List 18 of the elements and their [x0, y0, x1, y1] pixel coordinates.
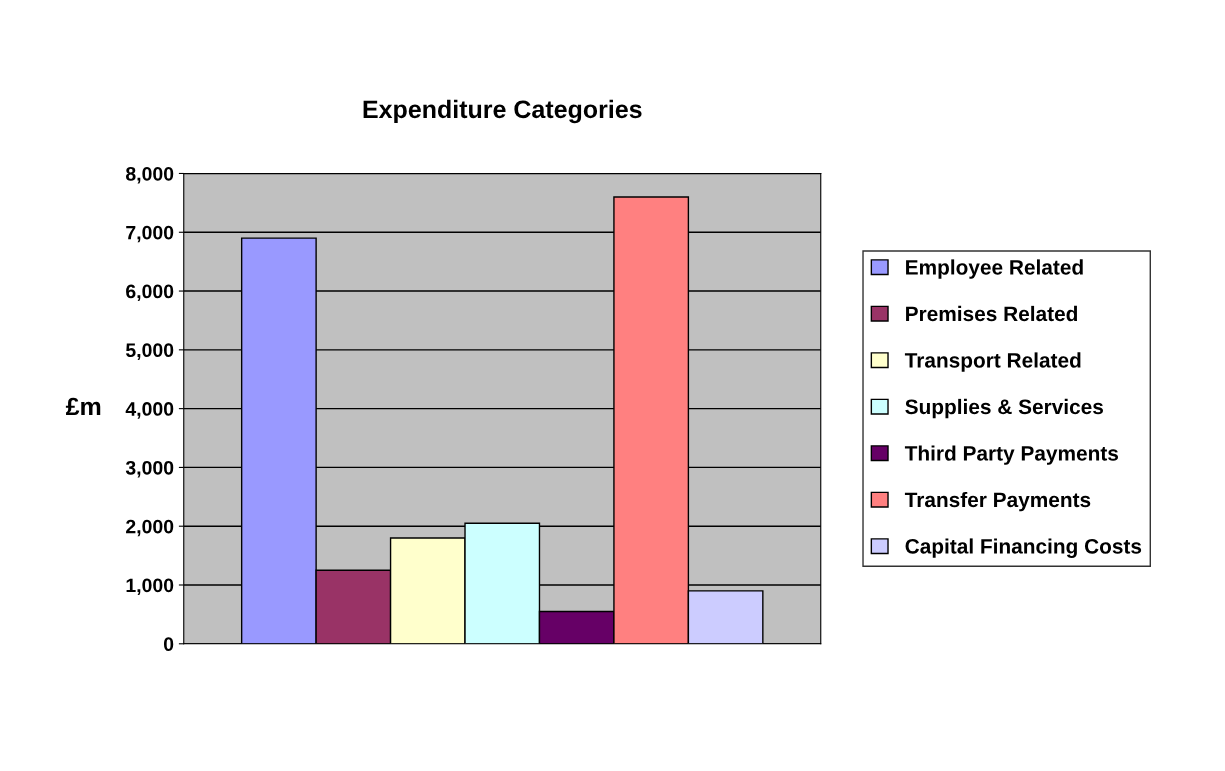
legend-label: Premises Related	[906, 305, 1078, 322]
legend-label: Employee Related	[906, 259, 1083, 279]
y-tick-label: 4,000	[125, 402, 174, 419]
y-tick-label: 0	[163, 637, 174, 652]
y-tick-label: 6,000	[126, 284, 174, 302]
legend-label: Capital Financing Costs	[905, 538, 1142, 558]
legend-label: Transport Related	[904, 352, 1081, 372]
y-tick-label: 5,000	[125, 343, 174, 360]
chart-title: Expenditure Categories	[363, 99, 642, 124]
y-tick-label: 2,000	[126, 519, 174, 537]
y-tick-label: 3,000	[125, 460, 174, 478]
y-tick-label: 1,000	[126, 578, 174, 596]
y-tick-label: 7,000	[126, 225, 174, 243]
y-tick-label: 8,000	[125, 166, 174, 184]
legend-label: Supplies & Services	[905, 398, 1103, 419]
y-axis-title: £m	[65, 397, 101, 416]
legend-label: Transfer Payments	[904, 491, 1091, 512]
legend-label: Third Party Payments	[904, 445, 1119, 465]
